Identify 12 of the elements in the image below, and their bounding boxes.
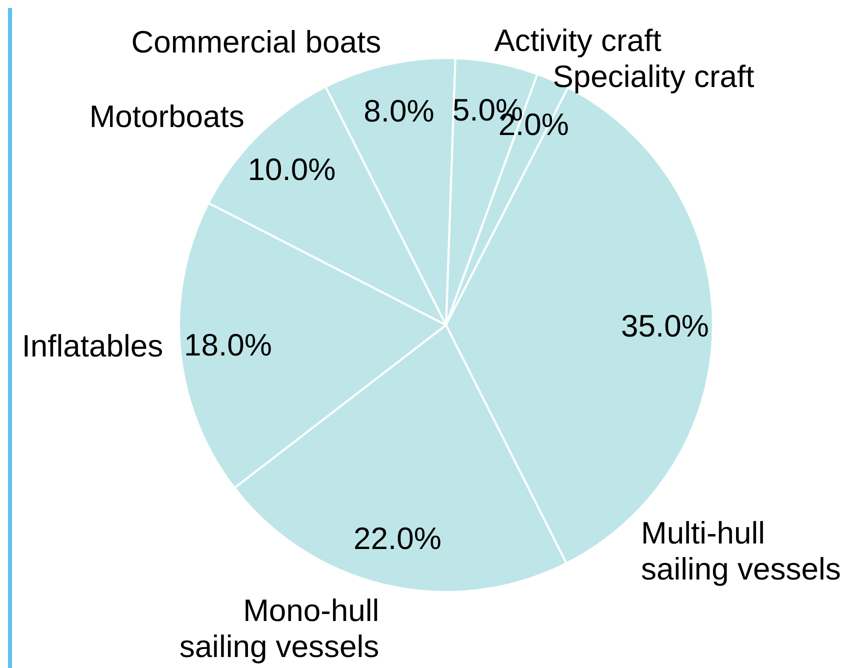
data-label: 8.0%: [364, 94, 434, 129]
slice-label: Activity craft: [494, 22, 662, 58]
data-label: 22.0%: [354, 521, 442, 556]
slice-label: Mono-hull sailing vessels: [179, 592, 380, 664]
data-label: 10.0%: [248, 152, 336, 188]
slice-label: Commercial boats: [131, 24, 382, 60]
data-label: 35.0%: [620, 308, 709, 344]
slice-label: Multi-hull sailing vessels: [641, 515, 841, 586]
slice-label: Speciality craft: [552, 58, 755, 94]
slice-label: Motorboats: [89, 98, 244, 134]
data-label: 18.0%: [184, 327, 272, 362]
slice-label: Inflatables: [22, 328, 164, 363]
